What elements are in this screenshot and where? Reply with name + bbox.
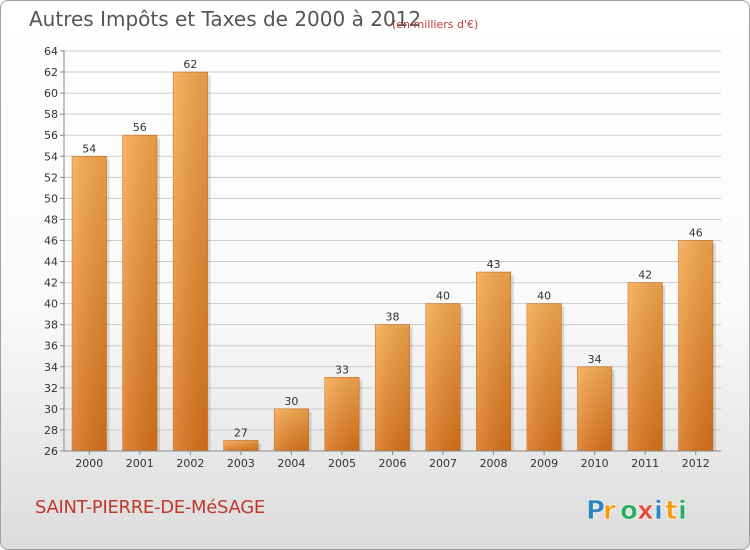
- x-tick-label: 2005: [328, 457, 356, 470]
- data-label: 56: [133, 121, 147, 134]
- x-tick-label: 2008: [480, 457, 508, 470]
- y-tick-label: 42: [44, 277, 58, 290]
- x-tick-label: 2011: [631, 457, 659, 470]
- logo-letter: o: [620, 496, 638, 526]
- y-tick-label: 30: [44, 403, 58, 416]
- y-tick-label: 64: [44, 45, 58, 58]
- bar-highlight: [476, 272, 511, 451]
- proxiti-logo[interactable]: Pr o x i t i: [584, 491, 694, 527]
- bar-highlight: [577, 366, 612, 451]
- data-label: 54: [82, 142, 96, 155]
- bar-highlight: [628, 282, 663, 451]
- y-tick-label: 58: [44, 108, 58, 121]
- y-tick-label: 28: [44, 424, 58, 437]
- logo-letter: r: [603, 496, 616, 526]
- x-tick-label: 2010: [581, 457, 609, 470]
- data-label: 40: [537, 290, 551, 303]
- x-tick-label: 2006: [379, 457, 407, 470]
- y-tick-label: 34: [44, 361, 58, 374]
- data-label: 42: [638, 269, 652, 282]
- commune-name: SAINT-PIERRE-DE-MéSAGE: [35, 497, 265, 518]
- x-tick-label: 2012: [682, 457, 710, 470]
- y-tick-label: 52: [44, 171, 58, 184]
- bar-highlight: [375, 324, 410, 451]
- chart-subtitle: (en milliers d'€): [392, 18, 479, 31]
- bar-highlight: [72, 156, 107, 451]
- data-label: 62: [183, 58, 197, 71]
- data-label: 46: [689, 226, 703, 239]
- y-tick-label: 60: [44, 87, 58, 100]
- y-tick-label: 36: [44, 340, 58, 353]
- logo-letter: i: [678, 496, 687, 526]
- bar-highlight: [526, 303, 562, 451]
- data-label: 40: [436, 290, 450, 303]
- data-label: 38: [386, 311, 400, 324]
- x-tick-label: 2007: [429, 457, 457, 470]
- y-tick-label: 46: [44, 234, 58, 247]
- bar-highlight: [425, 303, 461, 451]
- y-tick-label: 50: [44, 192, 58, 205]
- x-tick-label: 2001: [126, 457, 154, 470]
- data-label: 34: [588, 353, 602, 366]
- y-tick-label: 54: [44, 150, 58, 163]
- x-tick-label: 2009: [530, 457, 558, 470]
- x-tick-label: 2002: [176, 457, 204, 470]
- bar-highlight: [274, 408, 309, 451]
- chart-title: Autres Impôts et Taxes de 2000 à 2012: [29, 7, 422, 31]
- y-tick-label: 48: [44, 213, 58, 226]
- y-tick-label: 40: [44, 298, 58, 311]
- data-label: 43: [487, 258, 501, 271]
- y-tick-label: 32: [44, 382, 58, 395]
- data-label: 27: [234, 426, 248, 439]
- x-tick-label: 2003: [227, 457, 255, 470]
- logo-letter: t: [665, 496, 677, 526]
- logo-letter: i: [654, 496, 663, 526]
- y-tick-label: 62: [44, 66, 58, 79]
- axes: 26 28 30 32 34 36 38 40 42 44 46 48 50 52 54 56 58 60 62 64…: [44, 45, 721, 470]
- bar-highlight: [122, 135, 157, 452]
- bar-highlight: [173, 72, 208, 451]
- bar-highlight: [223, 440, 259, 451]
- data-label: 30: [284, 395, 298, 408]
- bar-highlight: [324, 377, 360, 451]
- bars: 54 56 62 27 30 33 38 40 43 40 34 42 46: [71, 58, 716, 452]
- y-tick-label: 26: [44, 445, 58, 458]
- y-tick-label: 38: [44, 319, 58, 332]
- bar-highlight: [678, 240, 713, 451]
- y-tick-label: 44: [44, 256, 58, 269]
- data-label: 33: [335, 363, 349, 376]
- x-tick-label: 2000: [75, 457, 103, 470]
- logo-letter: P: [586, 496, 605, 526]
- x-tick-label: 2004: [277, 457, 305, 470]
- logo-letter: x: [637, 496, 654, 526]
- y-tick-label: 56: [44, 129, 58, 142]
